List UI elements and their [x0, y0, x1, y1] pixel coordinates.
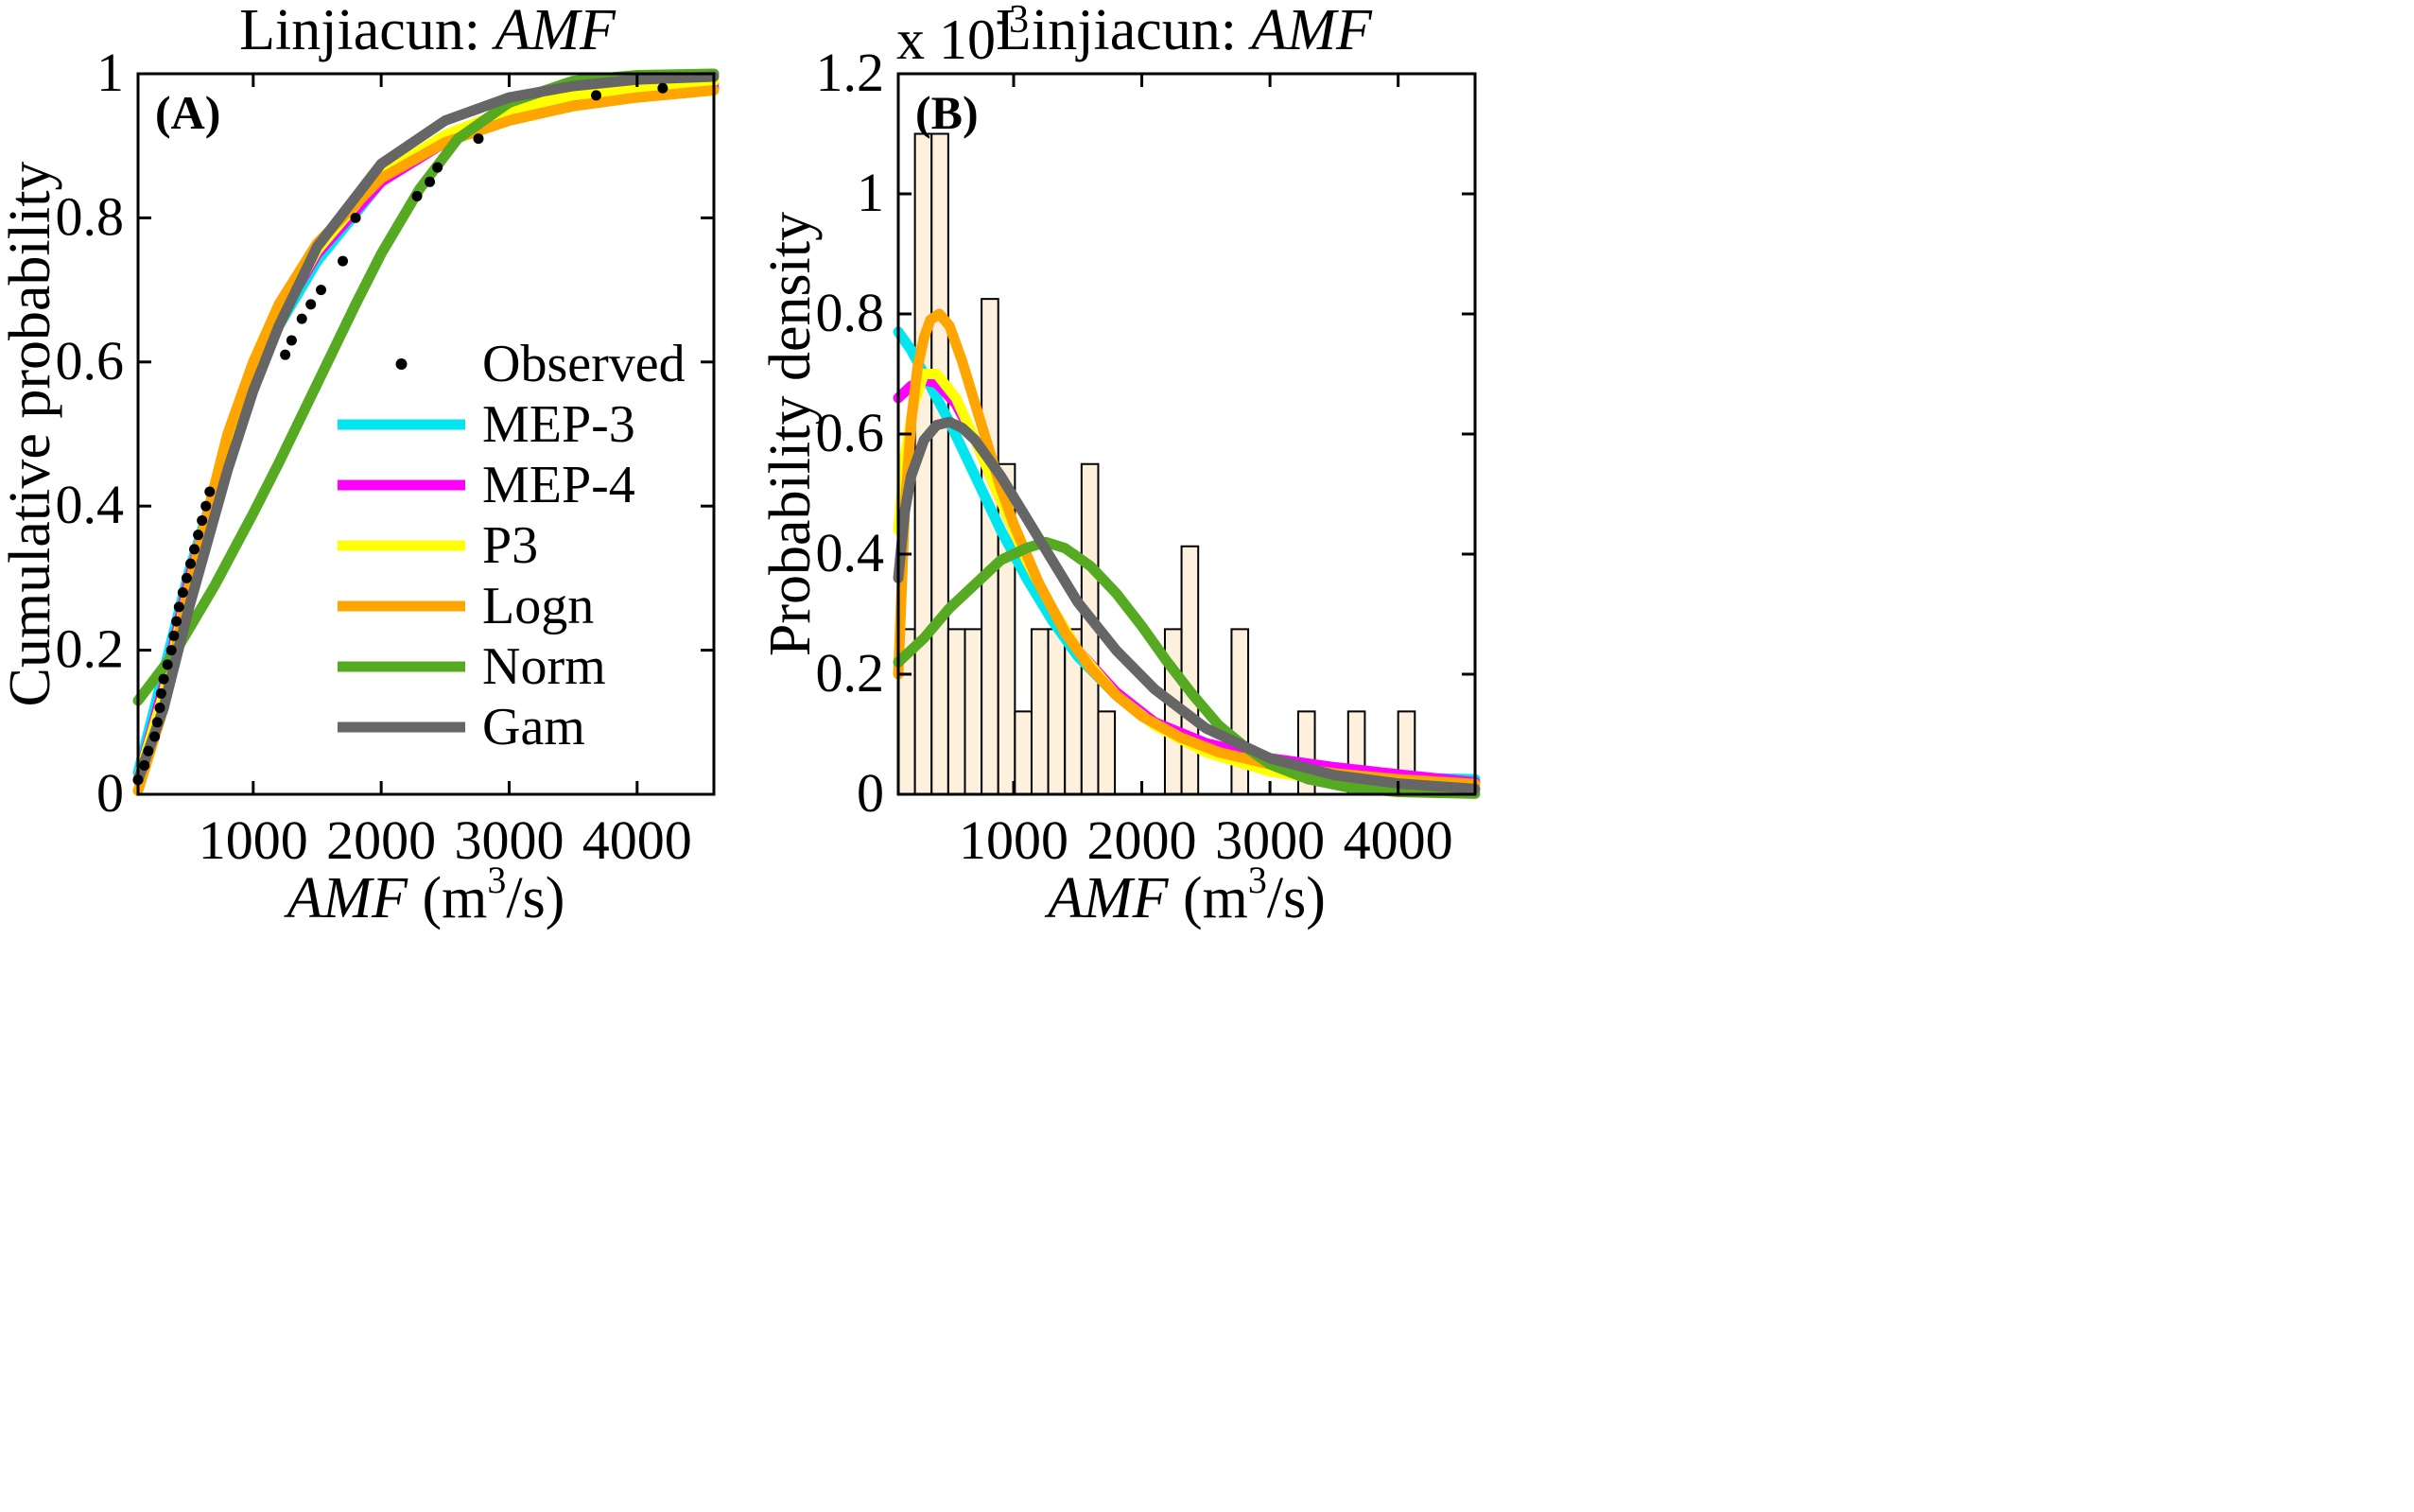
panel-a-axes-box — [136, 72, 716, 796]
observed-point — [181, 572, 192, 583]
panel-b-y-axis-label: Probability density — [758, 212, 823, 656]
observed-point — [184, 558, 196, 569]
observed-point — [143, 745, 154, 756]
panel-b-scale-factor: x 10-3 — [896, 0, 1029, 71]
legend-label-mep-3: MEP-3 — [482, 395, 635, 454]
observed-point — [204, 486, 216, 497]
observed-point — [590, 90, 601, 101]
panel-a-x-axis-label: AMF (m3/s) — [284, 859, 565, 930]
panel-a-title: Linjiacun: AMF — [239, 0, 617, 62]
y-tick-label: 1 — [96, 42, 124, 103]
legend-label-p3: P3 — [482, 516, 538, 575]
observed-point — [305, 299, 317, 310]
observed-point — [139, 760, 150, 772]
observed-point — [189, 544, 200, 555]
y-tick-label: 1 — [857, 162, 884, 223]
observed-point — [158, 673, 169, 685]
observed-point — [168, 630, 180, 641]
y-tick-label: 0.4 — [56, 474, 125, 535]
observed-point — [473, 133, 484, 145]
observed-point — [200, 500, 212, 512]
panel-a-letter: (A) — [155, 86, 220, 139]
observed-point — [173, 601, 184, 613]
observed-point — [165, 645, 177, 656]
x-tick-label: 4000 — [582, 809, 692, 871]
observed-point — [338, 255, 349, 267]
legend-label-logn: Logn — [482, 577, 594, 635]
x-tick-label: 2000 — [326, 809, 436, 871]
y-tick-label: 0 — [96, 762, 124, 824]
observed-point — [155, 687, 166, 699]
legend-label-norm: Norm — [482, 637, 606, 696]
y-tick-label: 0.8 — [56, 185, 125, 247]
y-tick-label: 0.6 — [56, 330, 125, 391]
series-line-norm — [893, 536, 1481, 799]
observed-point — [316, 285, 327, 296]
observed-point — [149, 731, 161, 742]
histogram-bar — [1047, 628, 1067, 795]
observed-point — [177, 587, 188, 599]
panel-b-probability-density: 1000 2000 3000 4000 0 0.2 0.4 0.6 0.8 1 1.2 Linjia… — [758, 0, 1481, 930]
observed-point — [425, 176, 436, 187]
observed-point — [280, 349, 291, 360]
observed-point — [151, 717, 163, 728]
histogram-bar — [930, 132, 949, 795]
observed-point — [657, 82, 669, 94]
panel-b-letter: (B) — [915, 86, 979, 139]
observed-point — [193, 530, 204, 541]
x-tick-label: 4000 — [1344, 809, 1453, 871]
observed-point — [171, 616, 182, 627]
legend-label-mep-4: MEP-4 — [482, 456, 635, 514]
x-tick-label: 1000 — [199, 809, 308, 871]
y-tick-label: 1.2 — [816, 42, 885, 103]
histogram-bar — [1014, 710, 1033, 795]
observed-point — [154, 703, 165, 714]
histogram-bar — [964, 628, 983, 795]
x-tick-label: 3000 — [1215, 809, 1325, 871]
observed-point — [350, 212, 361, 223]
histogram-bar — [1097, 710, 1117, 795]
panel-a-y-axis-label: Cumulative probability — [0, 162, 62, 707]
legend-label-gam: Gam — [482, 698, 585, 756]
panel-b-x-axis-label: AMF (m3/s) — [1044, 859, 1326, 930]
observed-point — [432, 162, 443, 173]
y-tick-label: 0.4 — [816, 522, 885, 583]
panel-a-ticks: 1000 2000 3000 4000 0 0.2 0.4 0.6 0.8 1 — [56, 42, 714, 871]
histogram-bar — [1180, 545, 1200, 795]
observed-point — [411, 191, 423, 202]
observed-point — [197, 514, 208, 526]
histogram-bar — [981, 298, 999, 795]
panel-a-observed-points — [132, 82, 669, 786]
panel-b-series-lines — [893, 308, 1481, 799]
y-tick-label: 0.8 — [816, 282, 885, 343]
panel-b-ticks: 1000 2000 3000 4000 0 0.2 0.4 0.6 0.8 1 1.2 — [816, 42, 1475, 871]
observed-point — [286, 335, 297, 346]
x-tick-label: 3000 — [454, 809, 564, 871]
observed-point — [296, 313, 307, 324]
y-tick-label: 0.2 — [56, 618, 125, 680]
y-tick-label: 0.6 — [816, 402, 885, 463]
observed-point — [162, 659, 173, 670]
y-tick-label: 0 — [857, 762, 884, 824]
y-tick-label: 0.2 — [816, 642, 885, 704]
x-tick-label: 2000 — [1087, 809, 1197, 871]
series-line-logn — [893, 308, 1481, 790]
histogram-bar — [946, 628, 966, 795]
histogram-bar — [1030, 628, 1050, 795]
series-line-gam — [132, 71, 720, 786]
panel-b-title: Linjiacun: AMF — [996, 0, 1373, 62]
legend-label-observed: Observed — [482, 335, 686, 393]
series-line-gam — [893, 416, 1481, 794]
legend-marker-observed — [395, 358, 408, 370]
x-tick-label: 1000 — [959, 809, 1068, 871]
